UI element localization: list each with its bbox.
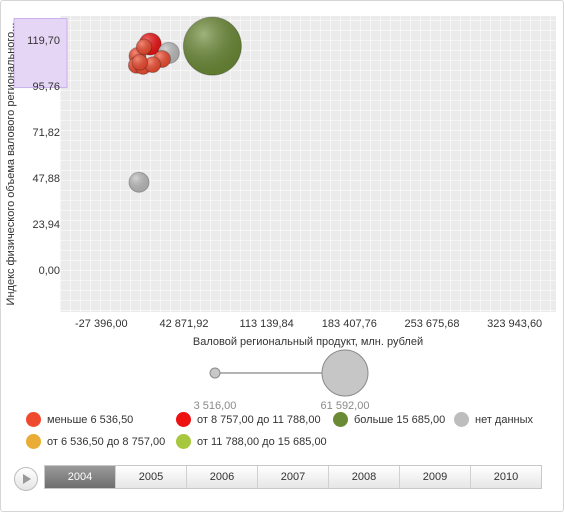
y-tick-label: 119,70: [27, 34, 60, 47]
legend-label: от 8 757,00 до 11 788,00: [197, 413, 321, 426]
play-button[interactable]: [14, 467, 38, 491]
legend-swatch: [176, 434, 191, 449]
legend-swatch: [333, 412, 348, 427]
timeline: 2004 2005 2006 2007 2008 2009 2010: [14, 465, 542, 491]
y-tick-label: 95,76: [32, 80, 60, 93]
legend-item[interactable]: нет данных: [454, 412, 533, 427]
legend-label: меньше 6 536,50: [47, 413, 134, 426]
size-scale: [209, 349, 369, 397]
timeline-year-2010[interactable]: 2010: [493, 471, 519, 483]
bubble[interactable]: [131, 53, 149, 71]
legend-swatch: [26, 412, 41, 427]
legend-swatch: [454, 412, 469, 427]
legend-label: больше 15 685,00: [354, 413, 446, 426]
timeline-year-2009[interactable]: 2009: [400, 466, 471, 488]
bubble[interactable]: [128, 171, 150, 193]
legend-label: от 11 788,00 до 15 685,00: [197, 435, 327, 448]
y-axis-label: Индекс физического объема валового регио…: [5, 22, 17, 306]
x-tick-label: 113 139,84: [239, 318, 294, 330]
y-range-highlight: [13, 18, 68, 89]
bubble[interactable]: [135, 38, 153, 55]
y-tick-label: 23,94: [32, 218, 60, 231]
size-scale-min-circle: [209, 367, 221, 379]
y-tick-label: 71,82: [32, 126, 60, 139]
size-max-label: 61 592,00: [320, 400, 370, 412]
legend-item[interactable]: от 11 788,00 до 15 685,00: [176, 434, 327, 449]
y-tick-label: 47,88: [32, 172, 60, 185]
x-tick-label: -27 396,00: [75, 318, 128, 330]
timeline-year-2006[interactable]: 2006: [187, 466, 258, 488]
x-axis-label: Валовой региональный продукт, млн. рубле…: [192, 336, 424, 348]
legend-item[interactable]: от 6 536,50 до 8 757,00: [26, 434, 165, 449]
x-tick-label: 183 407,76: [321, 318, 377, 330]
legend-item[interactable]: от 8 757,00 до 11 788,00: [176, 412, 321, 427]
timeline-year-2007[interactable]: 2007: [258, 466, 329, 488]
play-icon: [23, 474, 31, 484]
legend-swatch: [26, 434, 41, 449]
legend-item[interactable]: больше 15 685,00: [333, 412, 445, 427]
bubble[interactable]: [144, 56, 162, 74]
legend-label: от 6 536,50 до 8 757,00: [47, 435, 166, 448]
x-tick-label: 323 943,60: [487, 318, 543, 330]
legend-label: нет данных: [475, 413, 534, 426]
bubble[interactable]: [182, 16, 242, 76]
timeline-year-2008[interactable]: 2008: [329, 466, 400, 488]
plot-area: [13, 16, 556, 312]
timeline-year-2004[interactable]: 2004: [45, 466, 116, 488]
timeline-years: 2004 2005 2006 2007 2008 2009 2010: [44, 465, 542, 489]
x-tick-label: 42 871,92: [159, 318, 209, 330]
size-min-label: 3 516,00: [193, 400, 237, 412]
legend-item[interactable]: меньше 6 536,50: [26, 412, 133, 427]
legend-swatch: [176, 412, 191, 427]
x-tick-label: 253 675,68: [404, 318, 460, 330]
timeline-year-2005[interactable]: 2005: [116, 466, 187, 488]
y-tick-label: 0,00: [38, 264, 60, 277]
size-scale-max-circle: [321, 349, 369, 397]
